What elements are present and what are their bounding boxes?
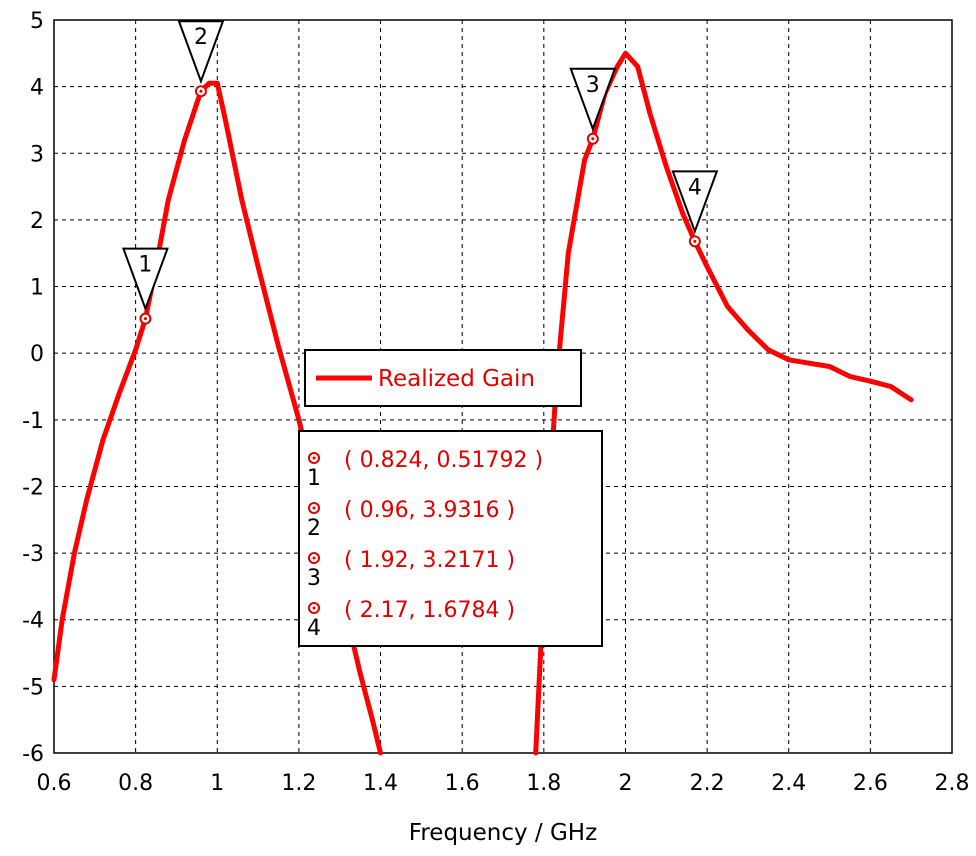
y-tick-label: -1 [22,409,44,434]
x-tick-label: 2.8 [935,771,970,796]
y-tick-label: -6 [22,742,44,767]
marker-point-center [143,317,147,321]
y-tick-label: -3 [22,542,44,567]
marker-point-center [199,89,203,93]
readout-marker-id: 4 [307,616,321,641]
marker-flag-label: 4 [688,175,702,200]
y-tick-label: 3 [30,142,44,167]
y-tick-label: 0 [30,342,44,367]
x-tick-label: 1.2 [281,771,316,796]
readout-marker-icon-center [312,556,316,560]
y-tick-label: -4 [22,609,44,634]
marker-flag [569,67,617,132]
legend-box [304,349,582,407]
x-tick-label: 0.6 [37,771,72,796]
x-tick-label: 2 [618,771,632,796]
readout-marker-id: 2 [307,516,321,541]
y-tick-label: 5 [30,9,44,34]
readout-marker-icon-center [312,506,316,510]
marker-flag-label: 2 [194,25,208,50]
readout-marker-id: 1 [307,466,321,491]
readout-marker-id: 3 [307,566,321,591]
x-axis-ticks: 0.6 0.8 1 1.2 1.4 1.6 1.8 2 2.2 2.4 2.6 2.8 [37,771,970,796]
series-line-realized-gain [533,50,914,756]
readout-marker-value: ( 1.92, 3.2171 ) [344,548,515,573]
plot-frame [53,19,953,754]
legend: Realized Gain [304,349,582,407]
legend-entry: Realized Gain [378,366,535,392]
x-tick-label: 0.8 [118,771,153,796]
y-tick-label: -5 [22,675,44,700]
marker-flag-label: 1 [138,253,152,278]
x-axis-label: Frequency / GHz [409,820,597,846]
readout-marker-value: ( 0.96, 3.9316 ) [344,498,515,523]
readout-marker-icon-center [312,456,316,460]
y-axis-ticks: 5 4 3 2 1 0 -1 -2 -3 -4 -5 -6 [22,9,44,767]
marker-layer: 1 2 3 4 [122,20,719,325]
readout-box [298,430,603,647]
marker-flag [177,20,225,85]
marker-point-center [591,137,595,141]
marker-flag [122,247,169,312]
marker-point-center [693,239,697,243]
x-tick-label: 2.6 [853,771,888,796]
x-tick-label: 1.8 [526,771,561,796]
y-tick-label: 1 [30,276,44,301]
y-tick-label: -2 [22,475,44,500]
x-tick-label: 1 [210,771,224,796]
readout-marker-icon-center [312,606,316,610]
marker-flag-label: 3 [586,73,600,98]
readout-marker-value: ( 2.17, 1.6784 ) [344,598,515,623]
readout-marker-value: ( 0.824, 0.51792 ) [344,448,543,473]
x-tick-label: 2.2 [690,771,725,796]
x-tick-label: 1.6 [445,771,480,796]
x-tick-label: 2.4 [771,771,806,796]
marker-flag [671,170,719,235]
x-tick-label: 1.4 [363,771,398,796]
marker-readout: 1 ( 0.824, 0.51792 ) 2 ( 0.96, 3.9316 ) 3 ( 1… [298,430,603,647]
y-tick-label: 4 [30,76,44,101]
y-tick-label: 2 [30,209,44,234]
